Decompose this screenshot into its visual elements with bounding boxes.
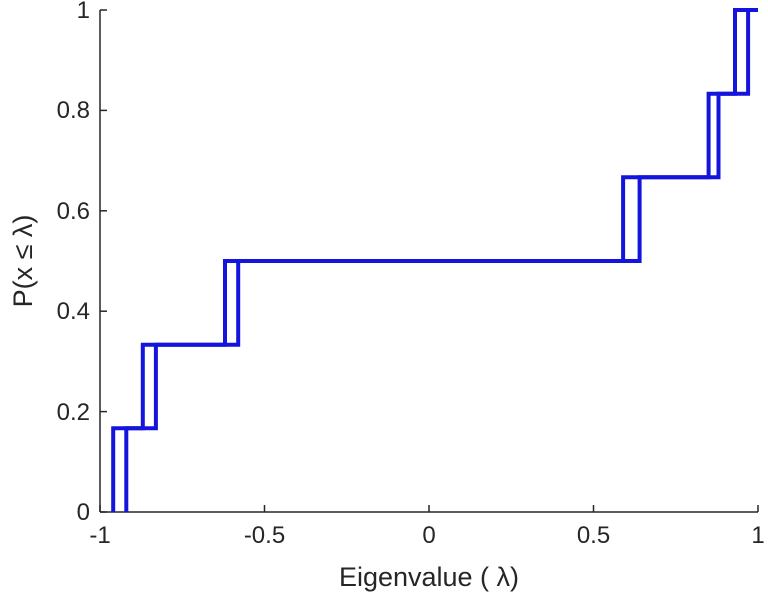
x-tick-label: 0.5 (577, 522, 610, 549)
x-tick-label: -1 (89, 522, 110, 549)
ecdf-step-lines (111, 8, 758, 512)
y-tick-label: 0 (77, 499, 90, 526)
y-tick-label: 0.4 (57, 298, 90, 325)
x-tick-label: 0 (422, 522, 435, 549)
x-axis-label: Eigenvalue ( λ) (339, 562, 519, 592)
y-tick-label: 0.2 (57, 399, 90, 426)
y-axis-label: P(x ≤ λ) (8, 215, 38, 308)
y-tick-label: 1 (77, 0, 90, 24)
ecdf-step-line-ecdf-right-staircase (124, 8, 758, 512)
x-tick-label: -0.5 (244, 522, 285, 549)
x-tick-label: 1 (751, 522, 764, 549)
tick-marks (99, 9, 759, 513)
x-tick-labels: -1 -0.5 0 0.5 1 (89, 522, 764, 549)
y-tick-label: 0.6 (57, 198, 90, 225)
y-tick-labels: 0 0.2 0.4 0.6 0.8 1 (57, 0, 90, 526)
y-tick-label: 0.8 (57, 97, 90, 124)
